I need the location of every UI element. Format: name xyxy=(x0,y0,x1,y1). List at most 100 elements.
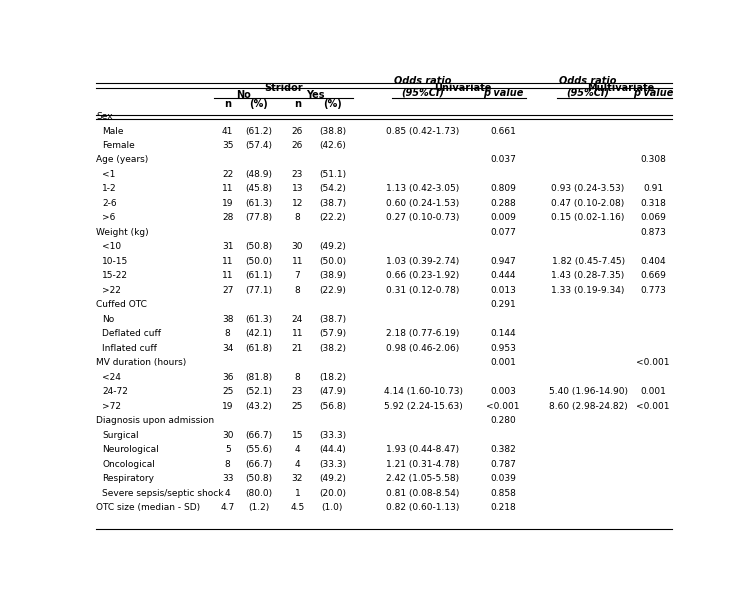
Text: No: No xyxy=(102,315,115,324)
Text: 28: 28 xyxy=(222,213,234,222)
Text: 15-22: 15-22 xyxy=(102,271,128,280)
Text: 0.318: 0.318 xyxy=(640,199,666,208)
Text: 19: 19 xyxy=(222,199,234,208)
Text: (61.3): (61.3) xyxy=(245,199,273,208)
Text: 0.60 (0.24-1.53): 0.60 (0.24-1.53) xyxy=(386,199,460,208)
Text: Age (years): Age (years) xyxy=(96,155,148,164)
Text: 34: 34 xyxy=(222,344,234,353)
Text: 0.85 (0.42-1.73): 0.85 (0.42-1.73) xyxy=(386,127,460,136)
Text: (80.0): (80.0) xyxy=(245,489,273,498)
Text: (44.4): (44.4) xyxy=(319,446,346,454)
Text: 4: 4 xyxy=(294,446,300,454)
Text: 11: 11 xyxy=(222,271,234,280)
Text: Inflated cuff: Inflated cuff xyxy=(102,344,157,353)
Text: 0.81 (0.08-8.54): 0.81 (0.08-8.54) xyxy=(386,489,460,498)
Text: (42.1): (42.1) xyxy=(245,329,272,338)
Text: (22.2): (22.2) xyxy=(319,213,346,222)
Text: n: n xyxy=(294,99,301,109)
Text: 8: 8 xyxy=(294,286,300,295)
Text: 0.013: 0.013 xyxy=(490,286,516,295)
Text: 2.42 (1.05-5.58): 2.42 (1.05-5.58) xyxy=(386,474,460,483)
Text: OTC size (median - SD): OTC size (median - SD) xyxy=(96,503,200,512)
Text: (61.1): (61.1) xyxy=(245,271,273,280)
Text: 4.5: 4.5 xyxy=(291,503,305,512)
Text: 22: 22 xyxy=(222,170,234,179)
Text: 1.33 (0.19-9.34): 1.33 (0.19-9.34) xyxy=(551,286,625,295)
Text: 1.43 (0.28-7.35): 1.43 (0.28-7.35) xyxy=(551,271,625,280)
Text: <0.001: <0.001 xyxy=(637,358,670,367)
Text: 0.787: 0.787 xyxy=(490,460,516,469)
Text: Weight (kg): Weight (kg) xyxy=(96,228,148,237)
Text: (61.3): (61.3) xyxy=(245,315,273,324)
Text: (49.2): (49.2) xyxy=(319,242,346,251)
Text: MV duration (hours): MV duration (hours) xyxy=(96,358,187,367)
Text: 30: 30 xyxy=(222,431,234,440)
Text: (50.0): (50.0) xyxy=(319,257,346,266)
Text: Diagnosis upon admission: Diagnosis upon admission xyxy=(96,416,214,425)
Text: (77.1): (77.1) xyxy=(245,286,273,295)
Text: 38: 38 xyxy=(222,315,234,324)
Text: (38.2): (38.2) xyxy=(319,344,346,353)
Text: 35: 35 xyxy=(222,141,234,150)
Text: 23: 23 xyxy=(292,170,303,179)
Text: (61.8): (61.8) xyxy=(245,344,273,353)
Text: 0.218: 0.218 xyxy=(490,503,516,512)
Text: 1.03 (0.39-2.74): 1.03 (0.39-2.74) xyxy=(386,257,460,266)
Text: 7: 7 xyxy=(294,271,300,280)
Text: (38.9): (38.9) xyxy=(319,271,346,280)
Text: 0.661: 0.661 xyxy=(490,127,516,136)
Text: 0.308: 0.308 xyxy=(640,155,666,164)
Text: Odds ratio
(95%CI): Odds ratio (95%CI) xyxy=(394,76,452,97)
Text: >22: >22 xyxy=(102,286,121,295)
Text: (56.8): (56.8) xyxy=(319,402,346,411)
Text: 0.858: 0.858 xyxy=(490,489,516,498)
Text: 8: 8 xyxy=(225,460,231,469)
Text: 27: 27 xyxy=(222,286,234,295)
Text: 0.144: 0.144 xyxy=(490,329,515,338)
Text: (1.0): (1.0) xyxy=(321,503,343,512)
Text: 31: 31 xyxy=(222,242,234,251)
Text: 12: 12 xyxy=(292,199,303,208)
Text: Multivariate: Multivariate xyxy=(587,83,654,93)
Text: (57.4): (57.4) xyxy=(245,141,272,150)
Text: p value: p value xyxy=(633,87,673,97)
Text: 2-6: 2-6 xyxy=(102,199,117,208)
Text: 0.009: 0.009 xyxy=(490,213,516,222)
Text: 1.13 (0.42-3.05): 1.13 (0.42-3.05) xyxy=(386,184,460,194)
Text: 0.873: 0.873 xyxy=(640,228,666,237)
Text: 0.003: 0.003 xyxy=(490,388,516,396)
Text: Univariate: Univariate xyxy=(434,83,491,93)
Text: 0.001: 0.001 xyxy=(640,388,666,396)
Text: 0.069: 0.069 xyxy=(640,213,666,222)
Text: (49.2): (49.2) xyxy=(319,474,346,483)
Text: Surgical: Surgical xyxy=(102,431,139,440)
Text: Yes: Yes xyxy=(306,90,324,100)
Text: Sex: Sex xyxy=(96,112,112,121)
Text: 8: 8 xyxy=(294,373,300,382)
Text: 8: 8 xyxy=(225,329,231,338)
Text: (38.7): (38.7) xyxy=(319,315,346,324)
Text: (57.9): (57.9) xyxy=(319,329,346,338)
Text: 1-2: 1-2 xyxy=(102,184,117,194)
Text: (38.8): (38.8) xyxy=(319,127,346,136)
Text: (45.8): (45.8) xyxy=(245,184,272,194)
Text: 0.947: 0.947 xyxy=(490,257,516,266)
Text: No: No xyxy=(236,90,251,100)
Text: 0.288: 0.288 xyxy=(490,199,516,208)
Text: Respiratory: Respiratory xyxy=(102,474,154,483)
Text: 0.291: 0.291 xyxy=(490,300,516,309)
Text: (33.3): (33.3) xyxy=(319,431,346,440)
Text: (18.2): (18.2) xyxy=(319,373,346,382)
Text: >6: >6 xyxy=(102,213,115,222)
Text: 0.669: 0.669 xyxy=(640,271,666,280)
Text: p value: p value xyxy=(482,87,523,97)
Text: (42.6): (42.6) xyxy=(319,141,346,150)
Text: (48.9): (48.9) xyxy=(245,170,272,179)
Text: 0.280: 0.280 xyxy=(490,416,516,425)
Text: 26: 26 xyxy=(292,127,303,136)
Text: >72: >72 xyxy=(102,402,121,411)
Text: 1.21 (0.31-4.78): 1.21 (0.31-4.78) xyxy=(386,460,460,469)
Text: 0.382: 0.382 xyxy=(490,446,516,454)
Text: (66.7): (66.7) xyxy=(245,460,273,469)
Text: 10-15: 10-15 xyxy=(102,257,128,266)
